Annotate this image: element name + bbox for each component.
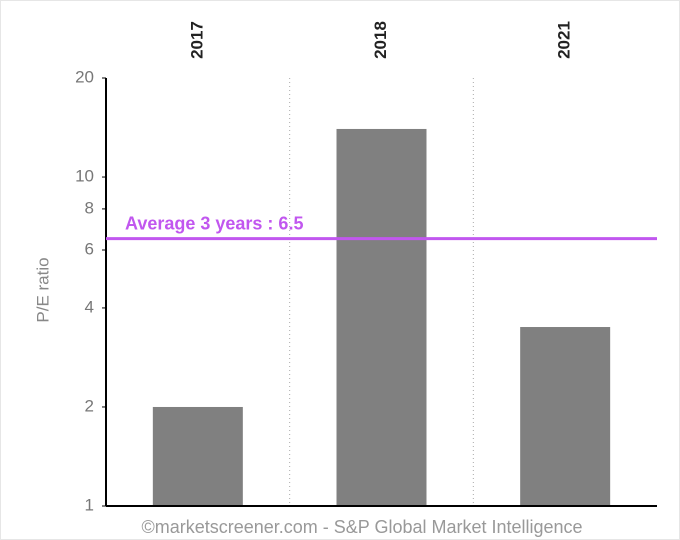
y-tick-label: 4 [85, 297, 94, 316]
y-tick-label: 8 [85, 198, 94, 217]
x-tick-label: 2017 [187, 21, 206, 59]
y-tick-label: 10 [75, 167, 94, 186]
bar [336, 128, 427, 506]
bar [520, 327, 611, 506]
x-tick-label: 2018 [371, 21, 390, 59]
y-tick-label: 6 [85, 239, 94, 258]
x-tick-label: 2021 [555, 21, 574, 59]
y-tick-label: 1 [85, 495, 94, 514]
average-label: Average 3 years : 6.5 [125, 213, 303, 233]
source: ©marketscreener.com - S&P Global Market … [141, 517, 582, 537]
y-axis-label: P/E ratio [33, 257, 52, 322]
y-tick-label: 20 [75, 67, 94, 86]
y-tick-label: 2 [85, 396, 94, 415]
bar [152, 406, 243, 506]
